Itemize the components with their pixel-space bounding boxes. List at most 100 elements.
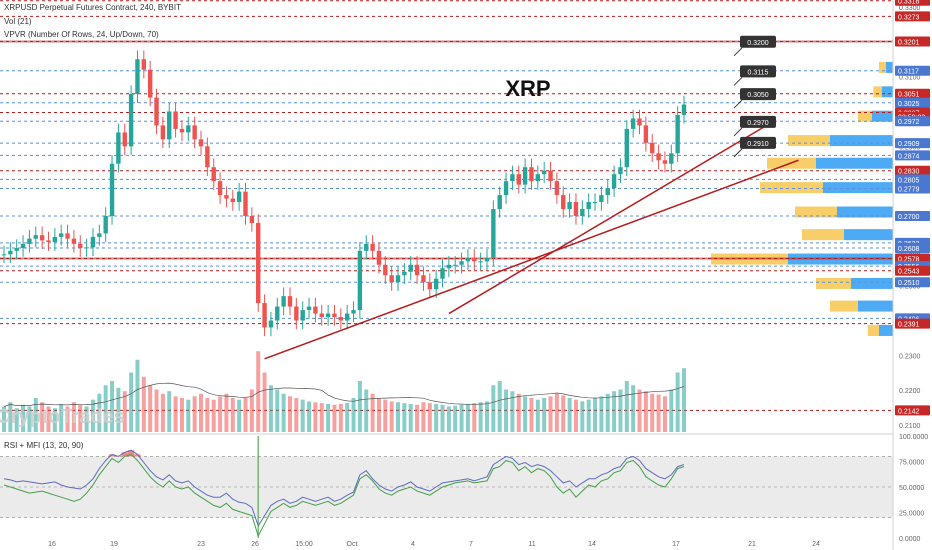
volume-bar — [542, 398, 547, 432]
volume-bar — [637, 389, 642, 432]
vp-up-bar — [881, 86, 893, 98]
candle-body — [27, 238, 32, 244]
candle-body — [611, 174, 617, 189]
candle-body — [52, 236, 58, 243]
candle-body — [211, 167, 216, 182]
volume-bar — [402, 403, 407, 432]
time-axis: 16 19 23 26 15:00 Oct 4 7 11 14 17 21 24 — [48, 541, 820, 548]
axis-badge-label: 0.2608 — [898, 246, 920, 253]
vp-up-bar — [830, 135, 893, 147]
axis-badge — [895, 277, 930, 288]
volume-bar — [529, 398, 534, 432]
candle-body — [472, 257, 477, 262]
vpvr-indicator-label: VPVR (Number Of Rows, 24, Up/Down, 70) — [4, 30, 159, 39]
symbol-title: XRPUSD Perpetual Futures Contract, 240, … — [4, 3, 181, 12]
volume-bar — [453, 405, 458, 432]
vp-up-bar — [816, 157, 893, 169]
time-tick-label: 15:00 — [295, 541, 313, 548]
volume-bars — [2, 351, 686, 432]
volume-bar — [313, 402, 318, 432]
volume-bar — [167, 391, 172, 432]
candle-body — [561, 195, 566, 210]
axis-badge-label: 0.3318 — [898, 0, 920, 6]
volume-bar — [218, 396, 223, 432]
candle-body — [414, 264, 420, 276]
vp-down-bar — [830, 300, 858, 312]
overbought-fill — [127, 450, 135, 457]
volume-bar — [357, 381, 362, 432]
candle-body — [167, 111, 172, 140]
callout-pointer — [733, 148, 743, 158]
candle-body — [554, 181, 560, 196]
candle-body — [351, 310, 356, 314]
axis-badge — [895, 11, 930, 22]
volume-bar — [21, 404, 26, 432]
candle-body — [516, 174, 521, 185]
candle-body — [599, 195, 604, 203]
osc-tick-label: 25.0000 — [899, 511, 924, 518]
volume-bar — [71, 402, 76, 432]
candle-body — [90, 236, 96, 248]
candle-body — [510, 174, 515, 182]
candle-body — [421, 275, 426, 283]
volume-bar — [116, 387, 121, 432]
candle-body — [478, 261, 483, 263]
candle-body — [141, 59, 147, 70]
vp-up-bar — [886, 61, 893, 73]
axis-badge — [895, 36, 930, 47]
candle-body — [313, 306, 318, 314]
candle-body — [459, 261, 464, 265]
axis-badge — [895, 174, 930, 185]
candle-body — [306, 306, 312, 311]
volume-bar — [160, 393, 165, 432]
axis-badges: 0.3318 0.3273 0.3201 0.3117 0.3051 0.3025 0.29… — [895, 0, 930, 416]
callout-box — [740, 115, 776, 128]
axis-badge-label: 0.2142 — [898, 408, 920, 415]
volume-bar — [408, 403, 413, 432]
candle-body — [275, 306, 280, 321]
volume-bar — [580, 401, 585, 432]
candle-body — [389, 275, 394, 283]
callout-pointer — [733, 127, 743, 137]
vp-up-bar — [823, 182, 893, 194]
candle-body — [205, 146, 210, 168]
candle-body — [198, 139, 204, 147]
candle-body — [357, 250, 363, 311]
volume-bar — [262, 372, 267, 432]
callout-box — [740, 136, 776, 149]
time-tick-label: 23 — [197, 541, 205, 548]
time-tick-label: 4 — [411, 541, 415, 548]
volume-bar — [605, 393, 610, 432]
candle-body — [408, 264, 413, 272]
candle-body — [33, 235, 38, 239]
mfi-line — [3, 453, 685, 538]
osc-tick-label: 100.0000 — [899, 434, 928, 441]
volume-bar — [421, 402, 426, 432]
volume-bar — [97, 393, 102, 432]
volume-bar — [567, 398, 572, 432]
callout-label: 0.3200 — [747, 40, 769, 47]
overbought-fill — [121, 452, 128, 457]
candle-body — [1, 254, 7, 256]
volume-bar — [287, 396, 292, 432]
candle-body — [433, 278, 439, 290]
volume-bar — [440, 404, 445, 432]
axis-badge — [895, 253, 930, 264]
volume-bar — [599, 396, 604, 432]
volume-bar — [345, 403, 350, 432]
axis-badge — [895, 318, 930, 329]
volume-bar — [224, 393, 229, 432]
candle-body — [465, 257, 471, 262]
axis-badge — [895, 405, 930, 416]
vp-down-bar — [879, 61, 886, 73]
volume-bar — [383, 399, 388, 432]
volume-bar — [173, 396, 178, 432]
candle-body — [325, 313, 331, 318]
vp-down-bar — [802, 229, 844, 241]
volume-bar — [59, 403, 64, 432]
candle-body — [173, 111, 178, 129]
candle-body — [58, 233, 64, 237]
price-tick-label: 0.3300 — [899, 5, 921, 12]
